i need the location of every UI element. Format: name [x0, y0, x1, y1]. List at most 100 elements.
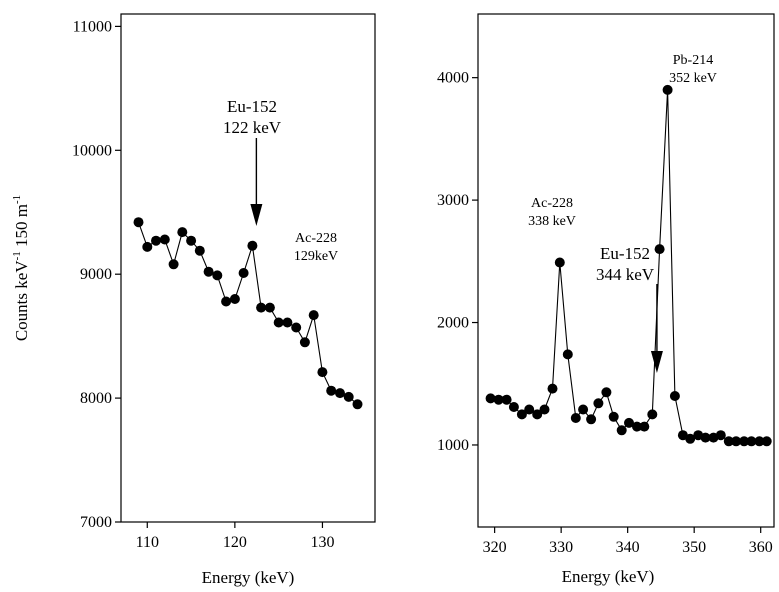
right-x-ticks: 320 330 340 350 360: [483, 527, 773, 556]
y-tick-label: 9000: [80, 266, 112, 283]
data-point: [221, 296, 232, 307]
left-panel: 7000 8000 9000 10000 11000 110 120 130 Eu-152 1…: [11, 13, 376, 587]
data-point: [639, 421, 650, 432]
x-tick-label: 130: [310, 534, 334, 551]
y-tick-label: 11000: [73, 18, 112, 35]
annotation-label: Ac-228: [531, 196, 573, 211]
data-point: [203, 266, 214, 277]
annotation-label: 122 keV: [223, 118, 282, 137]
y-tick-label: 4000: [437, 70, 469, 87]
right-y-ticks: 1000 2000 3000 4000: [437, 70, 478, 454]
data-point: [186, 235, 197, 246]
y-tick-label: 3000: [437, 192, 469, 209]
data-point: [508, 402, 519, 412]
data-point: [539, 404, 550, 415]
y-tick-label: 10000: [72, 142, 112, 159]
y-tick-label: 8000: [80, 390, 112, 407]
data-point: [485, 393, 496, 404]
data-point: [715, 430, 726, 441]
annotation-label: Pb-214: [673, 53, 713, 68]
data-point: [761, 436, 772, 447]
left-plot-frame: [120, 13, 376, 523]
data-point: [352, 399, 363, 410]
annotation-label: Eu-152: [227, 97, 277, 116]
right-series: [485, 84, 772, 447]
data-point: [685, 433, 696, 444]
data-point: [524, 404, 535, 415]
left-x-axis-title: Energy (keV): [202, 568, 295, 587]
right-panel: 1000 2000 3000 4000 320 330 340 350 360 Pb-214 3…: [437, 13, 775, 586]
data-point: [256, 302, 267, 313]
right-plot-frame: [477, 13, 775, 528]
left-y-axis-title: Counts keV-1 150 m-1: [11, 195, 31, 341]
data-point: [299, 337, 310, 348]
data-point: [229, 294, 240, 304]
x-tick-label: 340: [616, 539, 640, 556]
annotation-label: Eu-152: [600, 244, 650, 263]
data-point: [624, 417, 634, 428]
data-point: [177, 227, 188, 238]
data-point: [562, 349, 573, 360]
data-point: [493, 394, 504, 405]
data-point: [168, 259, 179, 270]
left-annotations: Eu-152 122 keV Ac-228 129keV: [223, 97, 338, 264]
x-tick-label: 350: [682, 539, 706, 556]
y-tick-label: 1000: [437, 437, 469, 454]
right-x-axis-title: Energy (keV): [562, 567, 655, 586]
data-point: [159, 234, 170, 245]
annotation-arrow-head: [250, 204, 263, 226]
data-point: [570, 413, 581, 423]
data-point: [335, 388, 345, 399]
y-tick-label: 7000: [80, 514, 112, 531]
y-tick-label: 2000: [437, 315, 469, 332]
data-point: [601, 387, 612, 398]
data-point: [632, 421, 642, 432]
annotation-label: 344 keV: [596, 265, 655, 284]
data-point: [669, 391, 680, 401]
data-point: [700, 432, 711, 443]
x-tick-label: 360: [749, 539, 773, 556]
data-point: [731, 436, 742, 447]
left-y-ticks: 7000 8000 9000 10000 11000: [72, 18, 121, 531]
data-point: [754, 436, 765, 447]
annotation-label: Ac-228: [295, 231, 337, 246]
data-point: [746, 436, 757, 447]
data-point: [317, 367, 328, 378]
data-point: [739, 436, 750, 447]
y-axis-title-part-1: Counts keV: [12, 260, 31, 341]
data-point: [547, 383, 558, 394]
data-point: [151, 235, 161, 246]
data-point: [343, 391, 354, 402]
annotation-label: 129keV: [294, 249, 338, 264]
data-point: [142, 241, 153, 252]
data-point: [578, 404, 589, 415]
data-point: [291, 322, 302, 333]
data-point: [586, 414, 597, 425]
annotation-label: 352 keV: [669, 71, 717, 86]
data-point: [654, 244, 665, 255]
data-point: [194, 245, 205, 256]
data-point: [264, 302, 275, 313]
x-tick-label: 110: [136, 534, 159, 551]
data-point: [723, 436, 734, 447]
annotation-label: 338 keV: [528, 214, 576, 229]
data-point: [608, 411, 619, 422]
data-point: [662, 84, 673, 95]
data-point: [212, 270, 223, 281]
x-tick-label: 320: [483, 539, 507, 556]
data-point: [133, 217, 144, 228]
data-point: [593, 398, 604, 409]
x-tick-label: 120: [223, 534, 247, 551]
data-point: [282, 317, 293, 328]
data-point: [238, 268, 249, 278]
data-point: [554, 257, 565, 268]
series-line: [137, 222, 358, 405]
x-tick-label: 330: [549, 539, 573, 556]
right-annotations: Pb-214 352 keV Ac-228 338 keV Eu-152 344 keV: [528, 53, 717, 373]
data-point: [532, 409, 543, 420]
data-point: [501, 394, 512, 405]
y-axis-title-part-2: 150 m: [12, 204, 31, 251]
data-point: [308, 310, 319, 321]
annotation-arrow-head: [650, 351, 663, 373]
